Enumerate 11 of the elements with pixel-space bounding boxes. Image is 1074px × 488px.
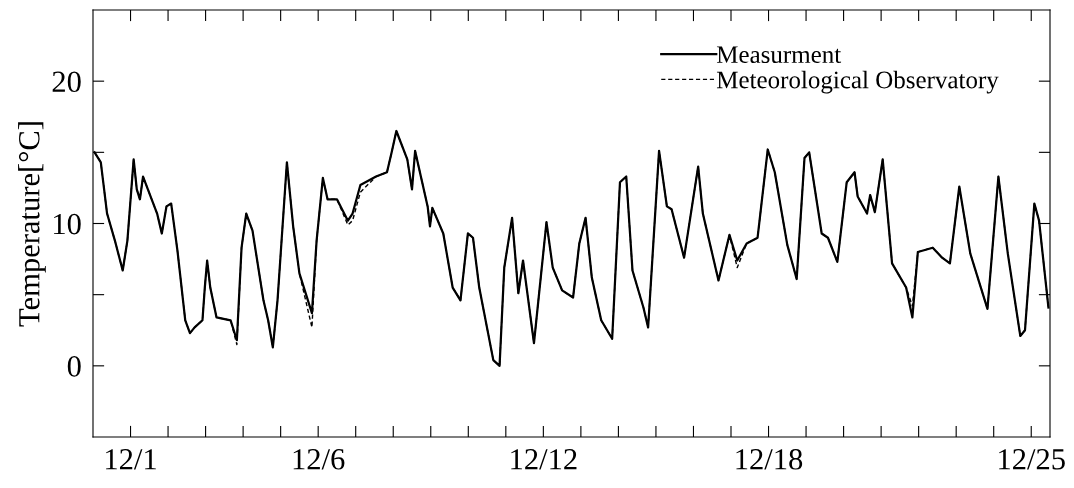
y-tick-label: 10 xyxy=(54,213,81,235)
x-tick-label: 12/1 xyxy=(106,449,156,470)
x-tick-label: 12/25 xyxy=(999,449,1065,470)
x-tick-label: 12/6 xyxy=(293,449,345,470)
legend-label: Measurment xyxy=(716,46,842,64)
x-tick-label: 12/12 xyxy=(511,449,577,470)
legend-label: Meteorological Observatory xyxy=(716,70,999,94)
x-tick-label: 12/18 xyxy=(736,448,803,470)
y-axis-title: Temperature[°C] xyxy=(18,122,46,327)
y-tick-label: 0 xyxy=(67,356,81,377)
y-tick-label: 20 xyxy=(52,71,81,93)
